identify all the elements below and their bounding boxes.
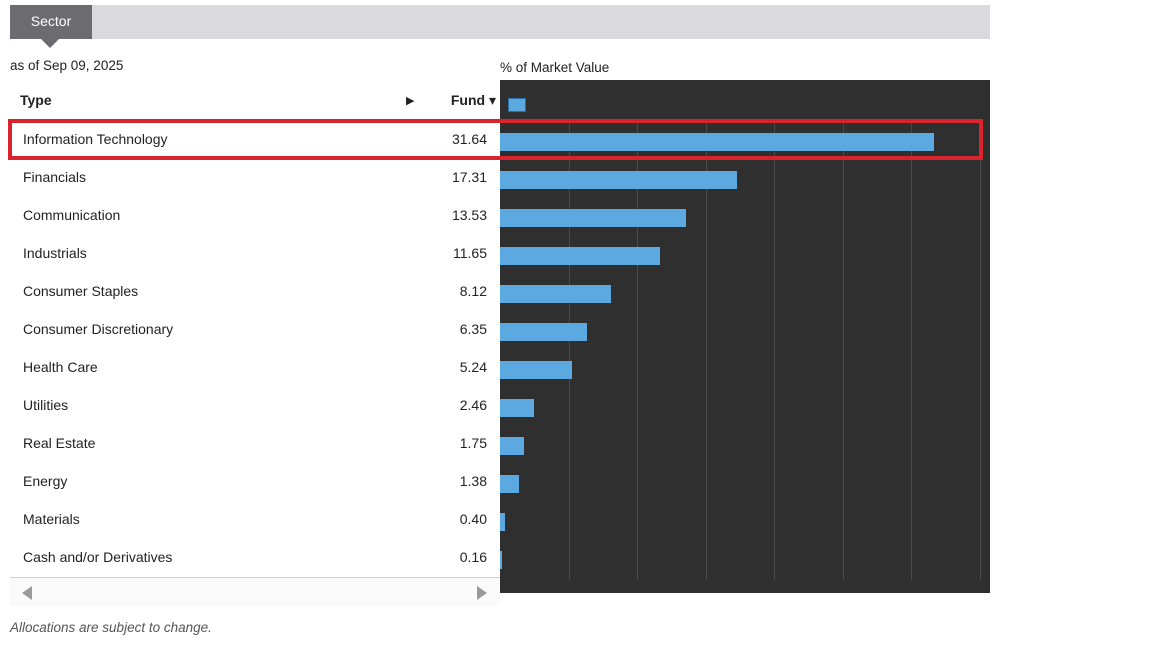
sector-label: Energy (23, 473, 68, 489)
sector-label: Financials (23, 169, 87, 185)
table-body: Information Technology 31.64 Financials 17.… (10, 120, 500, 576)
fund-value: 31.64 (451, 131, 487, 147)
footnote: Allocations are subject to change. (10, 620, 212, 635)
table-row: Utilities 2.46 (10, 386, 500, 424)
bar-materials (500, 513, 505, 531)
fund-value: 0.16 (459, 549, 487, 565)
table-row: Cash and/or Derivatives 0.16 (10, 538, 500, 576)
gridline (843, 120, 844, 580)
sector-label: Consumer Staples (23, 283, 139, 299)
bar-consumer-staples (500, 285, 611, 303)
fund-value: 8.12 (459, 283, 487, 299)
bar-real-estate (500, 437, 524, 455)
horizontal-scrollbar[interactable] (10, 577, 500, 606)
tab-sector[interactable]: Sector (10, 5, 92, 39)
sector-label: Communication (23, 207, 121, 223)
table-row: Energy 1.38 (10, 462, 500, 500)
bar-chart (500, 80, 990, 593)
table-header: Type ▶ Fund ▾ (10, 82, 500, 120)
sector-label: Industrials (23, 245, 87, 261)
sector-label: Cash and/or Derivatives (23, 549, 173, 565)
fund-value: 1.75 (459, 435, 487, 451)
bar-information-technology (500, 133, 934, 151)
gridline (774, 120, 775, 580)
sector-label: Consumer Discretionary (23, 321, 174, 337)
gridline (980, 120, 981, 580)
as-of-date: as of Sep 09, 2025 (10, 58, 124, 73)
sector-label: Materials (23, 511, 80, 527)
fund-value: 1.38 (459, 473, 487, 489)
fund-value: 6.35 (459, 321, 487, 337)
chart-title: % of Market Value (500, 60, 610, 75)
bar-utilities (500, 399, 534, 417)
sector-table: Type ▶ Fund ▾ Information Technology 31.6… (10, 82, 500, 576)
table-row: Industrials 11.65 (10, 234, 500, 272)
sector-label: Information Technology (23, 131, 168, 147)
tab-caret (41, 39, 59, 48)
bar-communication (500, 209, 686, 227)
bar-consumer-discretionary (500, 323, 587, 341)
scroll-left-icon[interactable] (22, 586, 32, 600)
gridline (911, 120, 912, 580)
tab-bar: Sector (10, 5, 990, 48)
gridline (569, 120, 570, 580)
fund-value: 13.53 (451, 207, 487, 223)
table-row: Consumer Staples 8.12 (10, 272, 500, 310)
gridline (637, 120, 638, 580)
fund-value: 5.24 (459, 359, 487, 375)
table-row: Consumer Discretionary 6.35 (10, 310, 500, 348)
sector-label: Health Care (23, 359, 98, 375)
column-header-type: Type (20, 92, 52, 108)
sector-label: Utilities (23, 397, 69, 413)
table-row: Information Technology 31.64 (10, 120, 500, 158)
table-row: Communication 13.53 (10, 196, 500, 234)
fund-value: 0.40 (459, 511, 487, 527)
bar-health-care (500, 361, 572, 379)
bar-industrials (500, 247, 660, 265)
sector-label: Real Estate (23, 435, 96, 451)
column-header-fund[interactable]: Fund ▾ (450, 92, 496, 108)
table-row: Real Estate 1.75 (10, 424, 500, 462)
bar-cash-and-or-derivatives (500, 551, 502, 569)
legend-swatch-fund (508, 98, 526, 112)
fund-value: 2.46 (459, 397, 487, 413)
fund-value: 17.31 (451, 169, 487, 185)
table-row: Health Care 5.24 (10, 348, 500, 386)
bar-financials (500, 171, 737, 189)
fund-value: 11.65 (453, 245, 487, 261)
scroll-right-icon[interactable] (477, 586, 487, 600)
gridline (706, 120, 707, 580)
bar-energy (500, 475, 519, 493)
table-row: Materials 0.40 (10, 500, 500, 538)
table-row: Financials 17.31 (10, 158, 500, 196)
expand-arrow-icon[interactable]: ▶ (406, 95, 415, 107)
